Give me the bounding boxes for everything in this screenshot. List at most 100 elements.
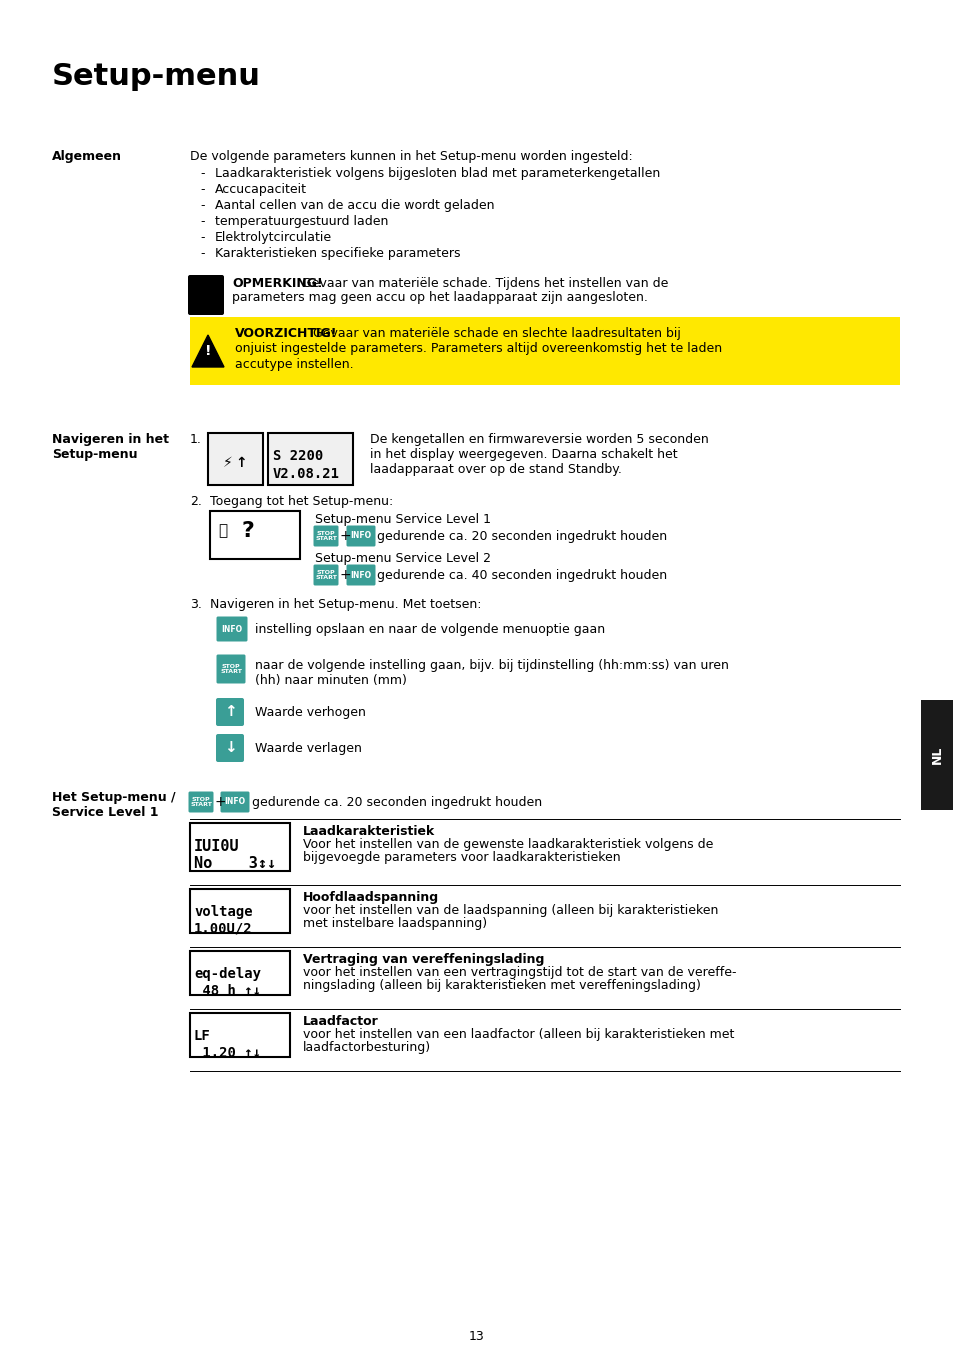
Text: Service Level 1: Service Level 1 bbox=[52, 807, 158, 819]
FancyBboxPatch shape bbox=[216, 654, 245, 684]
Text: 13: 13 bbox=[469, 1329, 484, 1343]
Text: Het Setup-menu /: Het Setup-menu / bbox=[52, 790, 175, 804]
Text: De volgende parameters kunnen in het Setup-menu worden ingesteld:: De volgende parameters kunnen in het Set… bbox=[190, 150, 632, 163]
Text: INFO: INFO bbox=[350, 570, 371, 580]
FancyBboxPatch shape bbox=[314, 565, 338, 585]
Text: STOP
START: STOP START bbox=[190, 797, 212, 807]
Bar bbox=[190, 823, 290, 871]
Text: 1.: 1. bbox=[190, 434, 202, 446]
Text: Navigeren in het: Navigeren in het bbox=[52, 434, 169, 446]
Text: 3.: 3. bbox=[190, 598, 202, 611]
FancyBboxPatch shape bbox=[346, 565, 375, 585]
Text: Karakteristieken specifieke parameters: Karakteristieken specifieke parameters bbox=[214, 247, 460, 259]
Text: in het display weergegeven. Daarna schakelt het: in het display weergegeven. Daarna schak… bbox=[370, 449, 677, 461]
Text: met instelbare laadspanning): met instelbare laadspanning) bbox=[303, 917, 487, 929]
FancyBboxPatch shape bbox=[346, 526, 375, 547]
Text: ⚡: ⚡ bbox=[222, 457, 233, 470]
Text: 🔒: 🔒 bbox=[218, 523, 227, 539]
Bar bbox=[208, 434, 263, 485]
Text: Gevaar van materiële schade. Tijdens het instellen van de: Gevaar van materiële schade. Tijdens het… bbox=[297, 277, 668, 290]
Text: onjuist ingestelde parameters. Parameters altijd overeenkomstig het te laden: onjuist ingestelde parameters. Parameter… bbox=[234, 342, 721, 355]
Text: Waarde verhogen: Waarde verhogen bbox=[254, 707, 366, 719]
Text: De kengetallen en firmwareversie worden 5 seconden: De kengetallen en firmwareversie worden … bbox=[370, 434, 708, 446]
Text: voor het instellen van de laadspanning (alleen bij karakteristieken: voor het instellen van de laadspanning (… bbox=[303, 904, 718, 917]
Text: STOP
START: STOP START bbox=[314, 570, 336, 580]
Text: +: + bbox=[214, 794, 227, 809]
Text: laadfactorbesturing): laadfactorbesturing) bbox=[303, 1042, 431, 1054]
Text: Laadkarakteristiek: Laadkarakteristiek bbox=[303, 825, 435, 838]
Text: ?: ? bbox=[242, 521, 254, 540]
Text: Setup-menu Service Level 1: Setup-menu Service Level 1 bbox=[314, 513, 491, 526]
Text: Elektrolytcirculatie: Elektrolytcirculatie bbox=[214, 231, 332, 245]
Text: V2.08.21: V2.08.21 bbox=[273, 467, 339, 481]
Text: VOORZICHTIG!: VOORZICHTIG! bbox=[234, 327, 337, 340]
FancyBboxPatch shape bbox=[220, 792, 250, 812]
Text: Accucapaciteit: Accucapaciteit bbox=[214, 182, 307, 196]
Text: naar de volgende instelling gaan, bijv. bij tijdinstelling (hh:mm:ss) van uren: naar de volgende instelling gaan, bijv. … bbox=[254, 659, 728, 671]
Text: INFO: INFO bbox=[224, 797, 245, 807]
Text: gedurende ca. 40 seconden ingedrukt houden: gedurende ca. 40 seconden ingedrukt houd… bbox=[376, 569, 666, 582]
Text: instelling opslaan en naar de volgende menuoptie gaan: instelling opslaan en naar de volgende m… bbox=[254, 623, 604, 636]
Text: parameters mag geen accu op het laadapparaat zijn aangesloten.: parameters mag geen accu op het laadappa… bbox=[232, 290, 647, 304]
Text: ningslading (alleen bij karakteristieken met vereffeningslading): ningslading (alleen bij karakteristieken… bbox=[303, 979, 700, 992]
Text: NL: NL bbox=[929, 746, 943, 765]
FancyBboxPatch shape bbox=[314, 526, 338, 547]
Text: -: - bbox=[200, 199, 204, 212]
Text: 1.00U/2: 1.00U/2 bbox=[193, 921, 253, 936]
Text: -: - bbox=[200, 182, 204, 196]
FancyBboxPatch shape bbox=[215, 734, 244, 762]
Bar bbox=[210, 511, 299, 559]
Text: bijgevoegde parameters voor laadkarakteristieken: bijgevoegde parameters voor laadkarakter… bbox=[303, 851, 620, 865]
Text: ↓: ↓ bbox=[223, 740, 236, 755]
FancyBboxPatch shape bbox=[216, 616, 247, 642]
Text: Setup-menu: Setup-menu bbox=[52, 62, 260, 91]
Text: -: - bbox=[200, 215, 204, 228]
FancyBboxPatch shape bbox=[189, 792, 213, 812]
Text: Algemeen: Algemeen bbox=[52, 150, 122, 163]
Polygon shape bbox=[192, 335, 224, 367]
FancyBboxPatch shape bbox=[215, 698, 244, 725]
Bar bbox=[190, 1013, 290, 1056]
Text: ☜: ☜ bbox=[193, 280, 218, 307]
Text: INFO: INFO bbox=[221, 624, 242, 634]
Text: Aantal cellen van de accu die wordt geladen: Aantal cellen van de accu die wordt gela… bbox=[214, 199, 494, 212]
Text: (hh) naar minuten (mm): (hh) naar minuten (mm) bbox=[254, 674, 406, 688]
Bar bbox=[190, 317, 899, 385]
Text: OPMERKING!: OPMERKING! bbox=[232, 277, 322, 290]
Text: Gevaar van materiële schade en slechte laadresultaten bij: Gevaar van materiële schade en slechte l… bbox=[309, 327, 680, 340]
Text: Toegang tot het Setup-menu:: Toegang tot het Setup-menu: bbox=[210, 494, 393, 508]
Text: gedurende ca. 20 seconden ingedrukt houden: gedurende ca. 20 seconden ingedrukt houd… bbox=[252, 796, 541, 809]
Text: gedurende ca. 20 seconden ingedrukt houden: gedurende ca. 20 seconden ingedrukt houd… bbox=[376, 530, 666, 543]
Text: temperatuurgestuurd laden: temperatuurgestuurd laden bbox=[214, 215, 388, 228]
Text: 1.20 ↑↓: 1.20 ↑↓ bbox=[193, 1046, 261, 1061]
Text: voor het instellen van een vertragingstijd tot de start van de vereffe-: voor het instellen van een vertragingsti… bbox=[303, 966, 736, 979]
FancyBboxPatch shape bbox=[188, 276, 224, 315]
Text: -: - bbox=[200, 247, 204, 259]
Text: IUI0U: IUI0U bbox=[193, 839, 239, 854]
Text: -: - bbox=[200, 231, 204, 245]
Bar bbox=[190, 889, 290, 934]
Text: STOP
START: STOP START bbox=[220, 663, 242, 674]
Text: ↑: ↑ bbox=[223, 704, 236, 720]
Text: Voor het instellen van de gewenste laadkarakteristiek volgens de: Voor het instellen van de gewenste laadk… bbox=[303, 838, 713, 851]
Text: laadapparaat over op de stand Standby.: laadapparaat over op de stand Standby. bbox=[370, 463, 621, 476]
Text: No    3↕↓: No 3↕↓ bbox=[193, 857, 275, 871]
Text: +: + bbox=[339, 530, 352, 543]
Text: Setup-menu Service Level 2: Setup-menu Service Level 2 bbox=[314, 553, 491, 565]
Text: voltage: voltage bbox=[193, 905, 253, 919]
Text: 48 h ↑↓: 48 h ↑↓ bbox=[193, 984, 261, 998]
Text: Laadfactor: Laadfactor bbox=[303, 1015, 378, 1028]
Text: INFO: INFO bbox=[350, 531, 371, 540]
Text: Waarde verlagen: Waarde verlagen bbox=[254, 742, 361, 755]
Bar bbox=[920, 700, 953, 811]
Text: voor het instellen van een laadfactor (alleen bij karakteristieken met: voor het instellen van een laadfactor (a… bbox=[303, 1028, 734, 1042]
Text: !: ! bbox=[205, 345, 211, 358]
Bar bbox=[268, 434, 353, 485]
Bar bbox=[190, 951, 290, 994]
Text: accutype instellen.: accutype instellen. bbox=[234, 358, 354, 372]
Text: LF: LF bbox=[193, 1029, 211, 1043]
Text: Vertraging van vereffeningslading: Vertraging van vereffeningslading bbox=[303, 952, 544, 966]
Text: Laadkarakteristiek volgens bijgesloten blad met parameterkengetallen: Laadkarakteristiek volgens bijgesloten b… bbox=[214, 168, 659, 180]
Text: 2.: 2. bbox=[190, 494, 202, 508]
Text: eq-delay: eq-delay bbox=[193, 967, 261, 981]
